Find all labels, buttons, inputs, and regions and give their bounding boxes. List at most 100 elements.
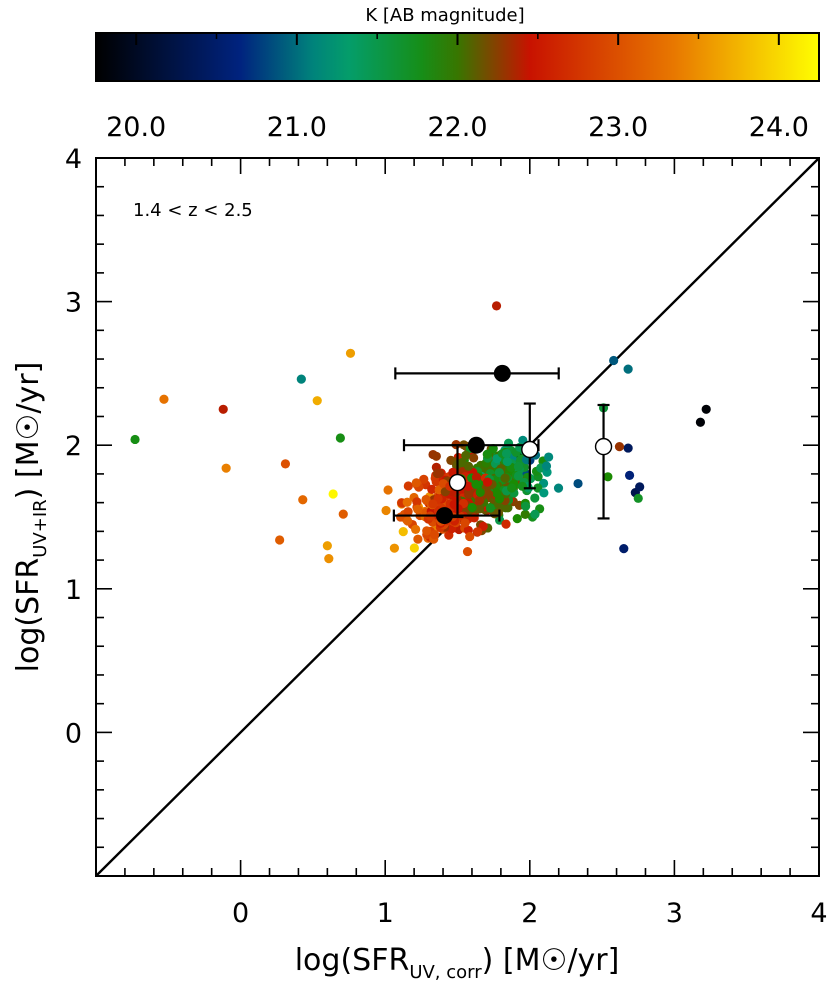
y-axis-title-sub: UV+IR [30,499,51,557]
y-axis-title-prefix: log(SFR [11,558,46,673]
data-point [521,501,531,511]
outlier-points [130,301,711,564]
x-axis-title-suffix: ) [M [482,943,541,978]
data-point [421,494,431,505]
data-point [492,488,502,498]
data-point [614,442,625,452]
data-point [328,489,338,499]
data-point [530,493,540,503]
data-point [275,535,285,545]
data-point [413,504,423,514]
data-point [635,482,645,492]
data-point [422,526,432,536]
data-point [513,461,524,472]
median-open-point [448,473,467,492]
colorbar-tick-label: 22.0 [427,112,487,143]
data-point [298,495,308,505]
data-point [530,509,540,519]
data-point [475,487,485,498]
data-point [412,497,422,507]
data-point [431,451,441,461]
y-tick-label: 0 [65,718,82,749]
x-tick-label: 0 [232,898,249,929]
data-point [335,433,345,443]
data-point [482,449,492,459]
data-point [553,483,564,493]
median-points [392,364,613,525]
data-point [381,505,391,516]
data-point [159,394,169,404]
data-point [218,404,228,414]
data-point [475,504,485,514]
data-point [485,503,495,513]
median-filled-point [493,364,511,382]
data-point [695,417,706,427]
data-point [544,452,554,462]
data-point [345,348,356,358]
x-tick-label: 2 [521,898,538,929]
data-point [419,474,429,484]
data-point [501,519,511,529]
data-point [398,527,408,537]
colorbar-tick-label: 23.0 [588,112,648,143]
data-point [520,509,530,520]
data-point [603,472,613,482]
data-point [488,444,498,454]
data-point [403,481,413,491]
sun-symbol-icon: ☉ [11,414,46,441]
x-tick-label: 3 [666,898,683,929]
data-point [517,481,528,491]
median-filled-point [435,507,453,525]
colorbar-ticks: 20.0 21.0 22.0 23.0 24.0 [106,33,809,143]
data-point [429,530,440,540]
x-axis-title-prefix: log(SFR [295,943,410,978]
data-point [500,473,510,483]
median-filled-point [467,436,485,454]
y-axis-title: log(SFRUV+IR) [M☉/yr] [11,362,51,673]
data-point [503,438,514,448]
data-point [389,543,400,553]
data-point [609,355,619,366]
data-point [338,509,348,519]
data-point [539,488,549,498]
y-tick-label: 2 [65,431,82,462]
data-point [474,495,485,506]
data-point [324,554,334,564]
data-point [322,541,332,551]
data-point [409,543,419,553]
colorbar-tick-label: 20.0 [106,112,166,143]
data-point [462,546,473,557]
data-point [413,534,423,544]
data-point [465,531,475,542]
median-open-point [521,440,539,459]
data-point [482,477,493,487]
data-point [403,507,413,517]
plot-frame [95,157,820,877]
data-point [623,443,633,453]
median-open-point [594,437,613,456]
data-point [411,478,421,488]
data-point [467,502,477,513]
data-point [428,499,438,509]
data-point [501,448,512,459]
y-axis-title-suffix: ) [M [11,441,46,500]
data-point [623,364,633,374]
data-point [434,468,445,478]
y-axis-title-unit: /yr] [11,362,46,414]
data-point [513,471,524,481]
data-point [403,516,413,526]
galaxy-cloud [381,435,583,557]
x-axis-title: log(SFRUV, corr) [M☉/yr] [295,943,620,983]
data-point [494,467,504,478]
y-tick-label: 3 [65,288,82,319]
data-point [469,453,479,463]
data-point [471,479,481,489]
data-point [624,470,635,480]
data-point [633,493,643,503]
x-axis-title-sub: UV, corr [409,962,482,983]
data-point [461,450,471,460]
data-point [460,518,470,528]
x-tick-label: 4 [810,898,827,929]
data-point [383,485,393,495]
